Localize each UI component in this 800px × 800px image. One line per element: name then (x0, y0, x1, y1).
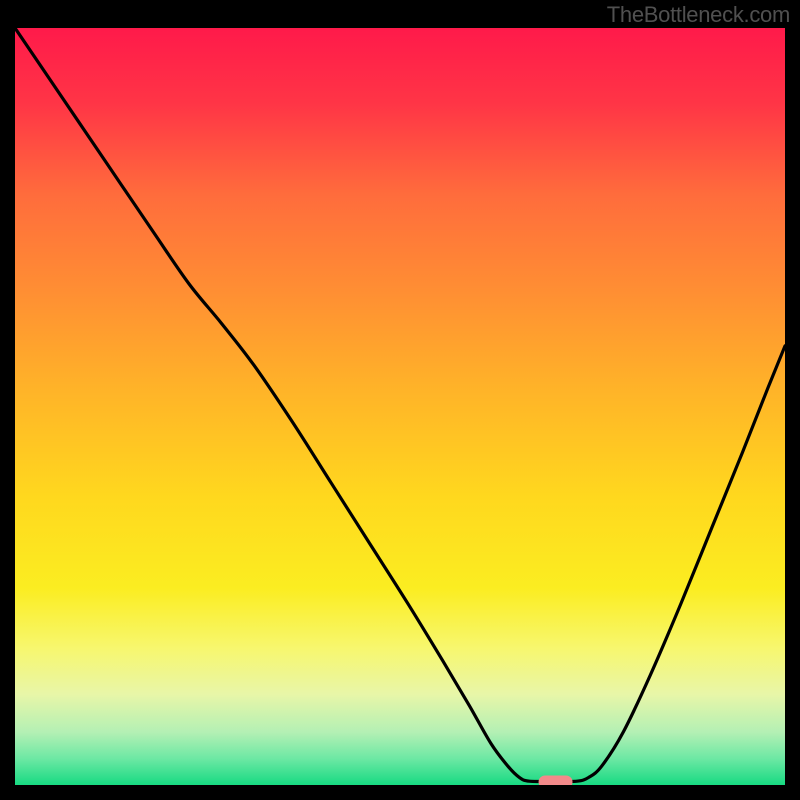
chart-container: TheBottleneck.com (0, 0, 800, 800)
watermark: TheBottleneck.com (607, 2, 790, 28)
plot-area (15, 28, 785, 785)
bottleneck-curve (15, 28, 785, 781)
curve-layer (15, 28, 785, 785)
optimum-marker (539, 775, 573, 785)
